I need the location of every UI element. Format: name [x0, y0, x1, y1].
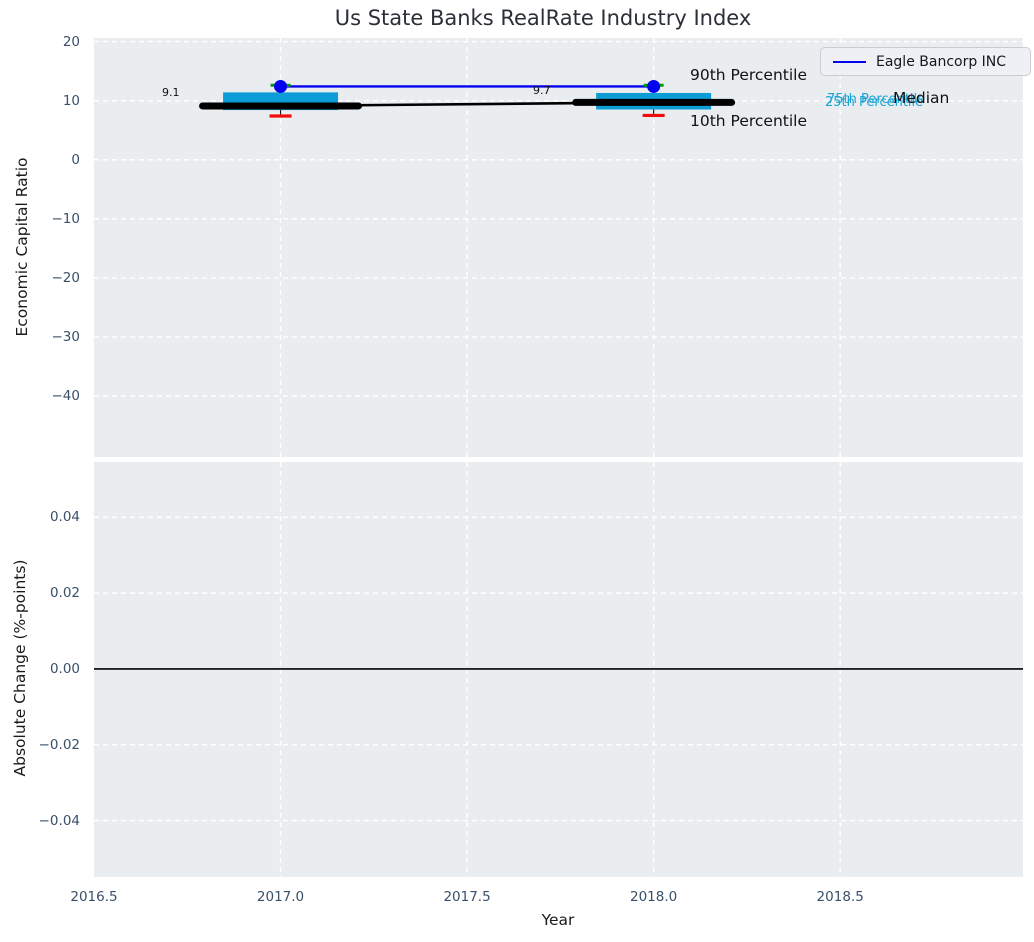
company-marker — [274, 80, 287, 93]
annotation-10th-percentile: 10th Percentile — [690, 112, 807, 130]
median-value-label-2018: 9.7 — [533, 84, 551, 97]
top-y-tick-label: −20 — [8, 269, 80, 287]
bottom-y-tick-label: −0.04 — [8, 812, 80, 830]
figure: Us State Banks RealRate Industry Index E… — [0, 0, 1034, 942]
legend-line-swatch — [833, 61, 866, 63]
annotation-median: Median — [893, 89, 949, 107]
top-y-tick-label: −30 — [8, 328, 80, 346]
x-tick-label: 2017.0 — [257, 889, 304, 905]
top-y-tick-label: −40 — [8, 387, 80, 405]
x-tick-label: 2016.5 — [70, 889, 117, 905]
top-y-tick-label: 20 — [8, 33, 80, 51]
bottom-y-tick-label: 0.00 — [8, 660, 80, 678]
top-y-axis-label: Economic Capital Ratio — [13, 157, 31, 336]
company-marker — [647, 80, 660, 93]
x-tick-label: 2018.0 — [630, 889, 677, 905]
legend: Eagle Bancorp INC — [820, 47, 1031, 76]
top-y-tick-label: 10 — [8, 92, 80, 110]
bottom-y-tick-label: 0.02 — [8, 584, 80, 602]
top-y-tick-label: −10 — [8, 210, 80, 228]
median-value-label-2017: 9.1 — [162, 86, 180, 99]
legend-label: Eagle Bancorp INC — [876, 54, 1006, 70]
bottom-y-tick-label: 0.04 — [8, 508, 80, 526]
top-y-tick-label: 0 — [8, 151, 80, 169]
annotation-90th-percentile: 90th Percentile — [690, 66, 807, 84]
bottom-plot-area — [94, 462, 1023, 877]
bottom-y-tick-label: −0.02 — [8, 736, 80, 754]
bottom-plot-svg — [94, 462, 1023, 877]
chart-title: Us State Banks RealRate Industry Index — [335, 6, 752, 30]
x-tick-label: 2017.5 — [443, 889, 490, 905]
x-axis-label: Year — [542, 911, 575, 929]
x-tick-label: 2018.5 — [817, 889, 864, 905]
